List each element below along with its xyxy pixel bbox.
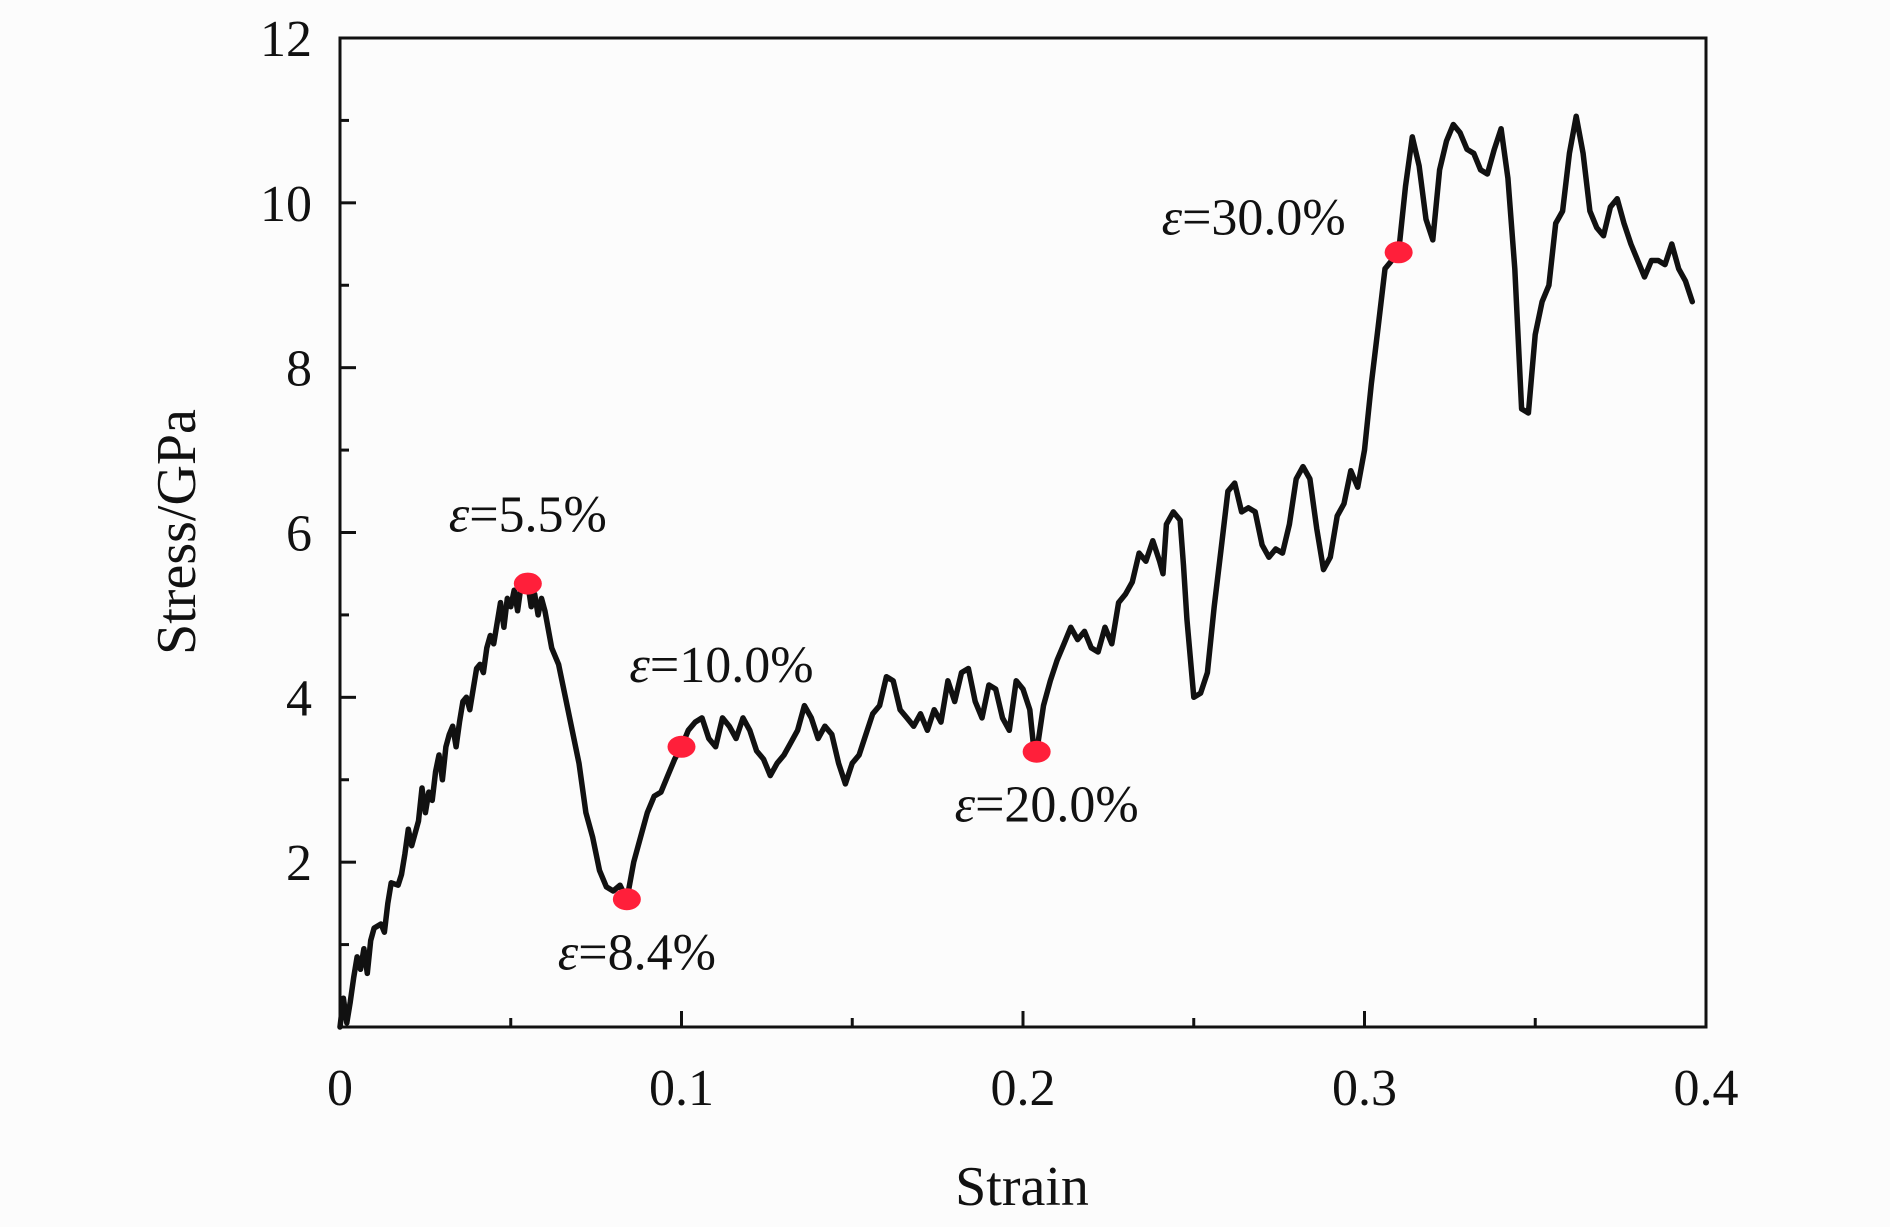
annotations: ε=5.5%ε=8.4%ε=10.0%ε=20.0%ε=30.0% xyxy=(449,189,1346,981)
x-tick-label: 0 xyxy=(327,1060,353,1117)
annotation-label: ε=30.0% xyxy=(1162,189,1346,246)
annotation-value: =8.4% xyxy=(578,924,716,981)
y-tick-label: 6 xyxy=(286,506,312,563)
marker-point xyxy=(667,735,696,758)
x-axis-title: Strain xyxy=(955,1156,1089,1218)
marker-point xyxy=(513,572,542,595)
annotation-symbol: ε xyxy=(629,637,650,694)
markers xyxy=(513,241,1413,911)
y-tick-label: 4 xyxy=(286,670,312,727)
y-axis-title: Stress/GPa xyxy=(146,409,208,655)
stress-strain-series-line xyxy=(337,113,1696,1030)
annotation-label: ε=5.5% xyxy=(449,487,607,544)
annotation-value: =30.0% xyxy=(1182,189,1346,246)
x-tick-label: 0.4 xyxy=(1674,1060,1739,1117)
annotation-value: =10.0% xyxy=(650,637,814,694)
y-tick-label: 8 xyxy=(286,341,312,398)
marker-point xyxy=(612,888,641,911)
annotation-label: ε=8.4% xyxy=(558,924,716,981)
y-tick-label: 12 xyxy=(260,11,312,68)
annotation-symbol: ε xyxy=(955,777,976,834)
annotation-symbol: ε xyxy=(1162,189,1183,246)
annotation-value: =5.5% xyxy=(469,487,607,544)
annotation-label: ε=10.0% xyxy=(629,637,813,694)
x-tick-label: 0.2 xyxy=(991,1060,1056,1117)
tick-marks xyxy=(338,36,1708,1027)
annotation-symbol: ε xyxy=(449,487,470,544)
annotation-value: =20.0% xyxy=(975,777,1139,834)
y-tick-label: 2 xyxy=(286,835,312,892)
tick-labels: 0 0.1 0.2 0.3 0.4 2 4 6 8 10 12 xyxy=(260,11,1739,1117)
annotation-symbol: ε xyxy=(558,924,579,981)
marker-point xyxy=(1384,241,1413,264)
x-tick-label: 0.3 xyxy=(1332,1060,1397,1117)
y-tick-label: 10 xyxy=(260,176,312,233)
x-tick-label: 0.1 xyxy=(649,1060,714,1117)
annotation-label: ε=20.0% xyxy=(955,777,1139,834)
marker-point xyxy=(1022,740,1051,763)
